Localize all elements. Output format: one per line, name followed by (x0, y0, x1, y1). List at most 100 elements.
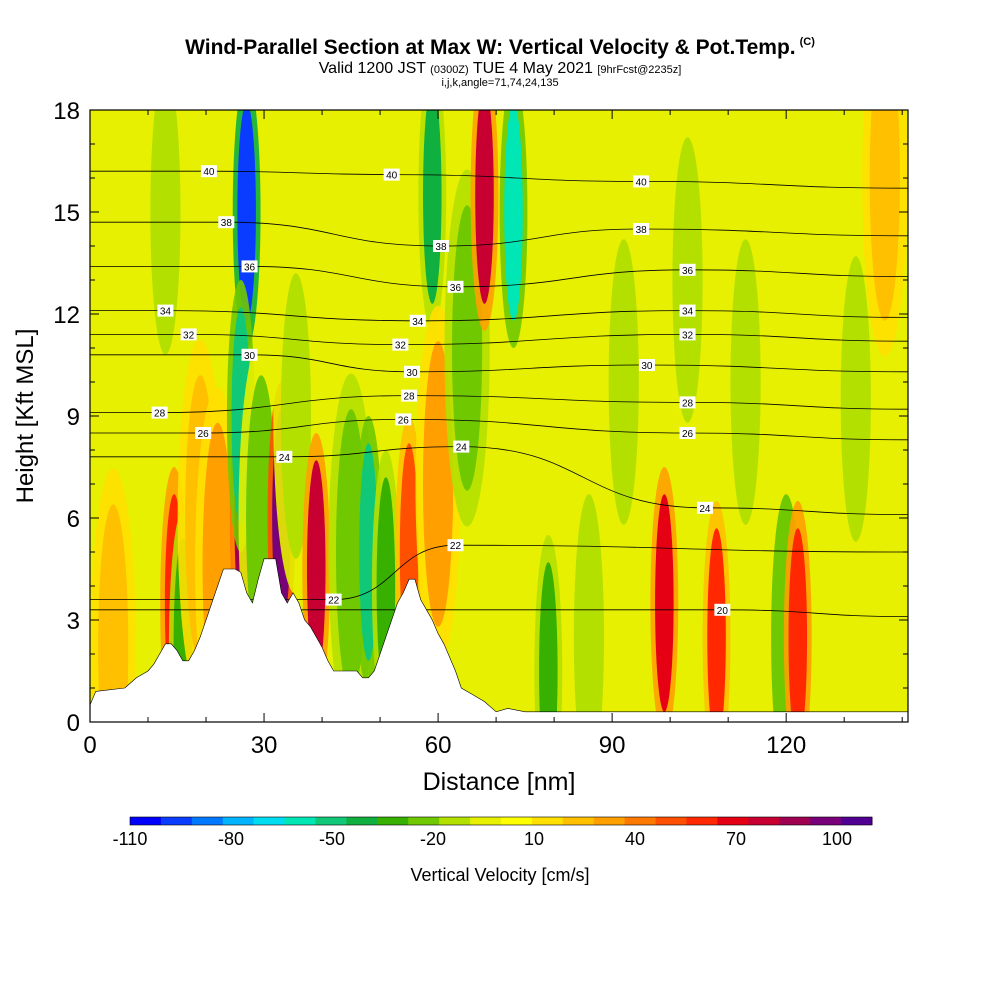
svg-text:28: 28 (154, 409, 166, 420)
colorbar-swatch (779, 817, 811, 825)
svg-text:26: 26 (198, 429, 210, 440)
colorbar-swatch (160, 817, 193, 825)
colorbar-swatch (191, 817, 224, 825)
theta-contour-label: 32 (679, 328, 696, 341)
svg-text:24: 24 (699, 504, 711, 515)
theta-contour-line (90, 446, 908, 515)
theta-contour-label: 34 (409, 314, 426, 328)
y-tick-label: 18 (53, 98, 80, 125)
svg-text:34: 34 (160, 307, 172, 318)
colorbar-label: Vertical Velocity [cm/s] (410, 865, 589, 885)
theta-contours (90, 170, 908, 617)
colorbar-tick-label: -110 (113, 829, 148, 849)
plot-area: 20 22 22 24 24 24 26 26 26 28 28 28 30 30 30 32 32 32 34 34… (90, 110, 908, 722)
svg-text:24: 24 (279, 453, 291, 464)
svg-text:30: 30 (641, 361, 653, 372)
x-tick-label: 60 (425, 732, 452, 759)
svg-text:34: 34 (682, 307, 694, 318)
svg-text:20: 20 (717, 606, 729, 617)
svg-text:28: 28 (404, 392, 416, 403)
theta-contour-label: 26 (395, 413, 412, 426)
theta-contour-label: 32 (180, 328, 197, 341)
theta-contour-line (90, 266, 908, 288)
theta-contour-label: 24 (276, 450, 293, 464)
colorbar: -110 -80 -50 -20 10 40 70 100 (113, 816, 873, 849)
velocity-cell (840, 256, 871, 542)
colorbar-swatch (748, 817, 780, 825)
theta-contour-label: 28 (679, 396, 696, 409)
svg-text:40: 40 (203, 167, 215, 178)
copyright-mark: (C) (799, 36, 815, 48)
colorbar-swatch (810, 817, 842, 825)
chart-title: Wind-Parallel Section at Max W: Vertical… (0, 36, 1000, 60)
velocity-cell (306, 460, 326, 678)
x-tick-label: 30 (251, 732, 278, 759)
svg-text:36: 36 (682, 266, 694, 277)
colorbar-swatch (284, 817, 316, 825)
theta-contour-label: 38 (218, 216, 235, 229)
colorbar-tick-label: 100 (822, 829, 852, 849)
theta-contour-label: 26 (679, 427, 696, 440)
velocity-cell (608, 239, 639, 525)
velocity-cell (423, 110, 442, 304)
theta-contour-label: 28 (151, 406, 168, 420)
theta-contour-label: 24 (696, 501, 713, 515)
theta-contour-line (90, 418, 908, 441)
svg-text:30: 30 (406, 368, 418, 379)
chart-title-text: Wind-Parallel Section at Max W: Vertical… (185, 36, 796, 59)
theta-contour-label: 38 (633, 223, 650, 236)
svg-text:22: 22 (328, 596, 340, 607)
colorbar-swatch (408, 817, 440, 825)
svg-text:40: 40 (386, 171, 398, 182)
theta-contour-label: 40 (633, 175, 650, 188)
velocity-cell (788, 528, 808, 722)
theta-contour-labels: 20 22 22 24 24 24 26 26 26 28 28 28 30 30 30 32 32 32 34 34… (151, 165, 731, 617)
y-tick-label: 12 (53, 302, 80, 329)
colorbar-swatch (439, 817, 471, 825)
x-tick-label: 120 (766, 732, 806, 759)
grid-indices: i,j,k,angle=71,74,24,135 (441, 77, 559, 89)
svg-text:38: 38 (636, 225, 648, 236)
theta-contour-label: 20 (714, 603, 731, 617)
theta-contour-label: 26 (195, 427, 212, 440)
svg-text:36: 36 (450, 283, 462, 294)
colorbar-swatch (717, 817, 749, 825)
colorbar-frame (129, 816, 873, 826)
valid-date: TUE 4 May 2021 (472, 60, 593, 77)
svg-text:30: 30 (244, 351, 256, 362)
svg-text:38: 38 (435, 242, 447, 253)
colorbar-swatch (253, 817, 286, 825)
theta-contour-label: 24 (453, 440, 470, 454)
forecast-info: [9hrFcst@2235z] (597, 64, 682, 76)
theta-contour-label: 30 (638, 359, 655, 372)
svg-text:32: 32 (395, 341, 407, 352)
terrain (90, 558, 908, 722)
x-tick-label: 90 (599, 732, 626, 759)
svg-text:22: 22 (450, 541, 462, 552)
colorbar-swatch (222, 817, 255, 825)
velocity-cell (573, 494, 605, 722)
theta-contour-line (90, 170, 908, 189)
velocity-cell (869, 110, 900, 321)
colorbar-swatch (377, 817, 409, 825)
colorbar-swatch (593, 817, 626, 825)
colorbar-swatch (130, 817, 162, 825)
velocity-cell (707, 528, 726, 722)
velocity-cell (98, 504, 129, 722)
theta-contour-label: 32 (392, 338, 409, 352)
velocity-cell (672, 137, 703, 423)
svg-text:32: 32 (682, 330, 694, 341)
chart-subtitle: Valid 1200 JST (0300Z) TUE 4 May 2021 [9… (0, 60, 1000, 78)
x-tick-label: 0 (83, 732, 96, 759)
svg-text:26: 26 (682, 429, 694, 440)
y-tick-label: 6 (67, 506, 80, 533)
theta-contour-label: 22 (447, 539, 464, 552)
y-tick-label: 0 (67, 710, 80, 737)
colorbar-swatch (470, 817, 502, 825)
colorbar-swatch (562, 817, 595, 825)
svg-text:38: 38 (221, 218, 233, 229)
colorbar-swatch (624, 817, 657, 825)
y-tick-label: 9 (67, 404, 80, 431)
theta-contour-line (90, 354, 908, 373)
velocity-cell (475, 110, 494, 304)
